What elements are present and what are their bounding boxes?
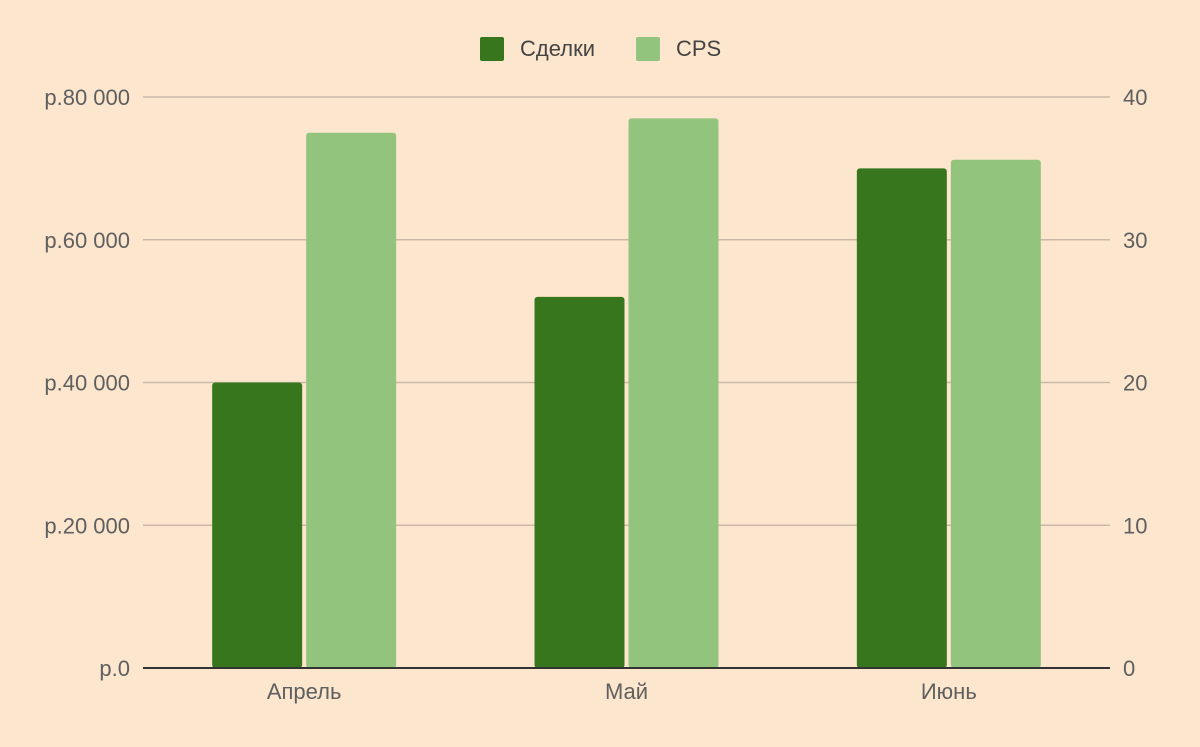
legend-label-deals: Сделки — [520, 36, 595, 61]
y-right-tick-label: 0 — [1123, 656, 1135, 681]
y-left-tick-label: р.40 000 — [44, 371, 130, 396]
right-axis-ticks: 0 10 20 30 40 — [1123, 85, 1147, 681]
y-left-tick-label: р.60 000 — [44, 228, 130, 253]
bar-cps — [306, 132, 397, 668]
left-axis-ticks: р.0 р.20 000 р.40 000 р.60 000 р.80 000 — [44, 85, 130, 681]
bar-cps — [950, 159, 1041, 668]
legend-label-cps: CPS — [676, 36, 721, 61]
x-tick-label: Июнь — [921, 679, 977, 704]
x-tick-label: Май — [605, 679, 648, 704]
bars — [212, 118, 1041, 669]
x-axis-ticks: Апрель Май Июнь — [267, 679, 977, 704]
legend-swatch-deals — [480, 37, 504, 61]
legend-swatch-cps — [636, 37, 660, 61]
legend: Сделки CPS — [480, 36, 721, 61]
y-right-tick-label: 20 — [1123, 371, 1147, 396]
bar-deals — [856, 168, 947, 668]
y-right-tick-label: 10 — [1123, 513, 1147, 538]
y-left-tick-label: р.80 000 — [44, 85, 130, 110]
x-tick-label: Апрель — [267, 679, 342, 704]
y-right-tick-label: 40 — [1123, 85, 1147, 110]
y-left-tick-label: р.0 — [99, 656, 130, 681]
bar-deals — [534, 296, 625, 668]
y-right-tick-label: 30 — [1123, 228, 1147, 253]
bar-deals — [212, 382, 303, 668]
gridlines — [143, 96, 1110, 526]
bar-cps — [628, 118, 719, 669]
y-left-tick-label: р.20 000 — [44, 513, 130, 538]
